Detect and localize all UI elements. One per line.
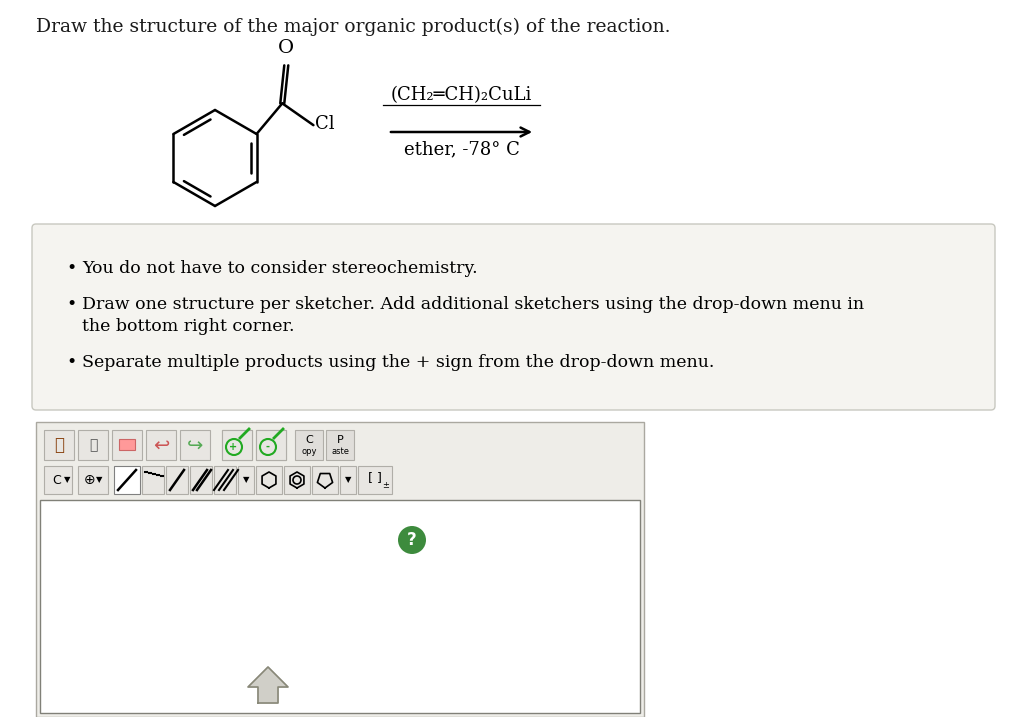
Bar [214,466,236,494]
Text: ?: ? [408,531,417,549]
Text: -: - [265,442,269,452]
Text: the bottom right corner.: the bottom right corner. [82,318,295,335]
Text: ether, -78° C: ether, -78° C [403,140,519,158]
Circle shape [398,526,426,554]
Text: [ ]: [ ] [368,472,382,485]
Bar [238,466,254,494]
Polygon shape [248,667,288,703]
Bar [146,430,176,460]
Bar [114,466,140,494]
Text: •: • [66,354,76,371]
Bar [166,466,188,494]
Bar [112,430,142,460]
Text: aste: aste [331,447,349,457]
Bar [222,430,252,460]
Text: •: • [66,296,76,313]
Text: Draw one structure per sketcher. Add additional sketchers using the drop-down me: Draw one structure per sketcher. Add add… [82,296,864,313]
Text: 🏠: 🏠 [89,438,97,452]
Text: opy: opy [301,447,316,457]
Text: ↪: ↪ [186,435,203,455]
Text: Draw the structure of the major organic product(s) of the reaction.: Draw the structure of the major organic … [36,18,671,37]
Bar [78,466,108,494]
Text: ✋: ✋ [54,436,63,454]
Text: ▼: ▼ [243,475,249,485]
Bar [40,500,640,713]
Text: C: C [52,473,60,487]
Text: O: O [279,39,294,57]
Text: ▼: ▼ [345,475,351,485]
Bar [284,466,310,494]
Bar [256,430,286,460]
Text: +: + [229,442,238,452]
Bar [190,466,212,494]
Text: Cl: Cl [315,115,335,133]
Text: ↩: ↩ [153,435,169,455]
FancyBboxPatch shape [32,224,995,410]
Bar [180,430,210,460]
Bar [256,466,282,494]
Text: Separate multiple products using the + sign from the drop-down menu.: Separate multiple products using the + s… [82,354,715,371]
Bar [142,466,164,494]
Text: ▼: ▼ [96,475,102,485]
Text: C: C [305,435,313,445]
Bar [44,430,74,460]
Text: •: • [66,260,76,277]
Bar [222,430,252,460]
Text: ▼: ▼ [63,475,71,485]
Bar [358,466,392,494]
Bar [256,430,286,460]
Bar [312,466,338,494]
Text: (CH₂═CH)₂CuLi: (CH₂═CH)₂CuLi [391,86,532,104]
Bar [78,430,108,460]
Text: P: P [337,435,343,445]
Bar [340,466,356,494]
Bar [36,422,644,717]
Text: ±: ± [383,482,389,490]
Text: ⊕: ⊕ [84,473,95,487]
Bar [119,439,135,450]
Bar [295,430,323,460]
Bar [44,466,72,494]
Bar [326,430,354,460]
Text: You do not have to consider stereochemistry.: You do not have to consider stereochemis… [82,260,477,277]
